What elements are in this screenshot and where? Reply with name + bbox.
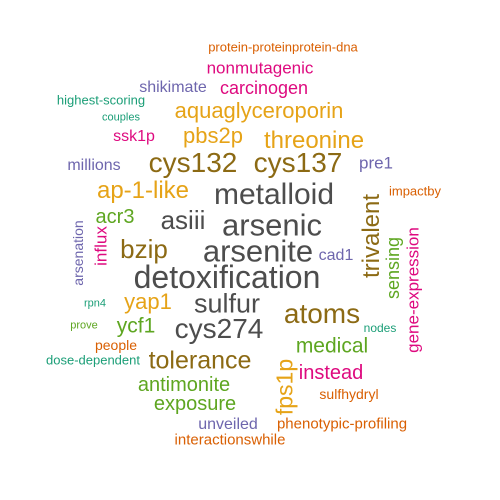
word-pre1: pre1: [358, 153, 394, 173]
word-pbs2p: pbs2p: [183, 123, 243, 148]
word-medical: medical: [295, 334, 369, 358]
word-highest-scoring: highest-scoring: [56, 92, 146, 108]
word-asiii: asiii: [160, 205, 206, 235]
word-rpn4: rpn4: [83, 297, 107, 310]
word-ycf1: ycf1: [116, 314, 156, 338]
word-interactionswhile: interactionswhile: [174, 431, 286, 449]
word-cys132: cys132: [148, 147, 238, 178]
word-cad1: cad1: [318, 247, 354, 264]
word-aquaglyceroporin: aquaglyceroporin: [174, 98, 344, 123]
word-yap1: yap1: [124, 289, 172, 314]
word-sensing: sensing: [383, 236, 403, 300]
word-exposure: exposure: [153, 393, 237, 415]
word-prove: prove: [70, 319, 98, 332]
word-metalloid: metalloid: [213, 178, 335, 211]
word-instead: instead: [298, 362, 364, 384]
word-arsenite: arsenite: [202, 233, 314, 269]
word-millions: millions: [67, 157, 121, 174]
word-detoxification: detoxification: [133, 259, 321, 295]
word-protein-proteinprotein-dna: protein-proteinprotein-dna: [208, 39, 358, 55]
word-couples: couples: [102, 111, 140, 124]
word-sulfur: sulfur: [193, 288, 261, 319]
word-people: people: [94, 337, 138, 353]
word-fps1p: fps1p: [271, 358, 298, 416]
word-ap-1-like: ap-1-like: [96, 177, 190, 204]
word-unveiled: unveiled: [198, 416, 258, 433]
word-phenotypic-profiling: phenotypic-profiling: [276, 415, 408, 433]
word-trivalent: trivalent: [358, 193, 385, 279]
word-arsenation: arsenation: [70, 220, 86, 286]
word-nodes: nodes: [363, 321, 397, 335]
word-antimonite: antimonite: [137, 374, 231, 396]
word-dose-dependent: dose-dependent: [46, 352, 140, 368]
word-cys137: cys137: [253, 147, 343, 178]
word-bzip: bzip: [120, 234, 168, 264]
word-threonine: threonine: [263, 127, 365, 154]
word-atoms: atoms: [283, 298, 361, 329]
word-sulfhydryl: sulfhydryl: [319, 386, 379, 402]
word-gene-expression: gene-expression: [403, 227, 423, 353]
word-arsenic: arsenic: [222, 207, 322, 243]
word-ssk1p: ssk1p: [113, 128, 155, 145]
word-carcinogen: carcinogen: [219, 78, 309, 98]
word-shikimate: shikimate: [139, 79, 207, 96]
word-cys274: cys274: [174, 313, 264, 344]
word-influx: influx: [91, 226, 111, 266]
word-nonmutagenic: nonmutagenic: [206, 58, 314, 78]
word-impactby: impactby: [388, 183, 442, 199]
word-acr3: acr3: [95, 206, 135, 228]
word-tolerance: tolerance: [148, 346, 252, 375]
